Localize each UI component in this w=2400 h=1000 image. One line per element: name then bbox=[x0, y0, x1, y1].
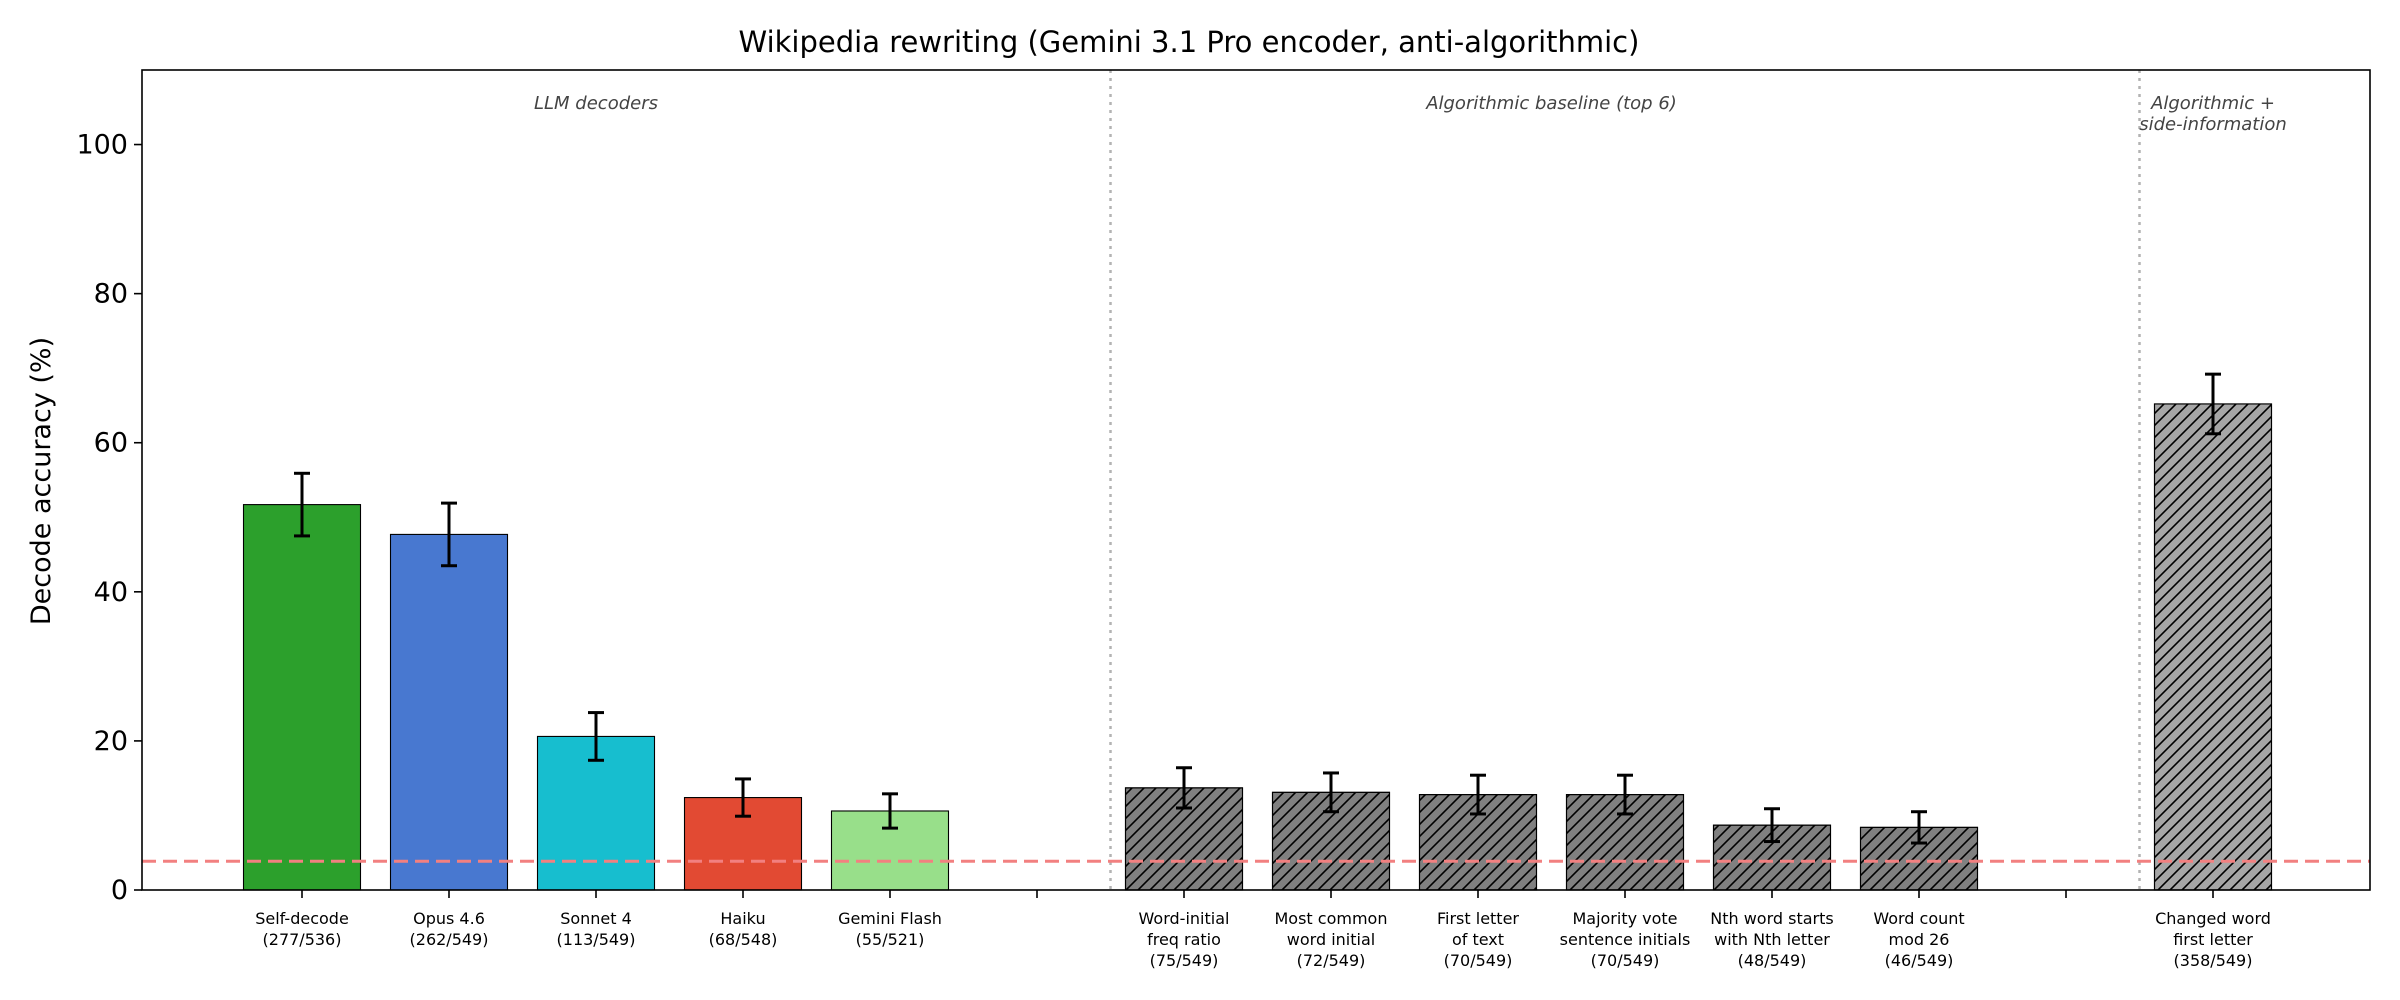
bar-2 bbox=[389, 533, 509, 891]
x-tick-label-8-line-1: First letter bbox=[1437, 909, 1519, 928]
group-label-2-line-1: Algorithmic baseline (top 6) bbox=[1425, 93, 1677, 114]
y-axis-label: Decode accuracy (%) bbox=[26, 337, 57, 625]
x-tick-label-2-line-1: Opus 4.6 bbox=[413, 909, 485, 928]
group-label-3-line-1: Algorithmic + bbox=[2150, 93, 2275, 114]
x-tick-label-10-line-1: Nth word starts bbox=[1710, 909, 1833, 928]
group-labels: LLM decoders Algorithmic baseline (top 6)… bbox=[534, 93, 2287, 135]
x-tick-label-9-line-2: sentence initials bbox=[1560, 930, 1691, 949]
y-tick-label: 20 bbox=[94, 726, 128, 757]
x-axis: Self-decode (277/536) Opus 4.6 (262/549) Son… bbox=[255, 890, 2271, 970]
x-tick-label-12-line-1: Changed word bbox=[2155, 909, 2271, 928]
y-tick-label: 0 bbox=[111, 875, 128, 906]
x-tick-label-7-line-1: Most common bbox=[1275, 909, 1388, 928]
x-tick-label-3-line-1: Sonnet 4 bbox=[560, 909, 632, 928]
x-tick-label-6-line-1: Word-initial bbox=[1139, 909, 1230, 928]
y-tick-label: 80 bbox=[94, 279, 128, 310]
x-tick-label-5-line-2: (55/521) bbox=[856, 930, 925, 949]
x-tick-label-7-line-3: (72/549) bbox=[1297, 951, 1366, 970]
group-label-1-line-1: LLM decoders bbox=[534, 93, 658, 114]
x-tick-label-11-line-1: Word count bbox=[1873, 909, 1964, 928]
x-tick-label-6-line-3: (75/549) bbox=[1150, 951, 1219, 970]
x-tick-label-12-line-2: first letter bbox=[2173, 930, 2253, 949]
x-tick-label-9-line-1: Majority vote bbox=[1572, 909, 1677, 928]
x-tick-label-4-line-2: (68/548) bbox=[709, 930, 778, 949]
x-tick-label-10-line-2: with Nth letter bbox=[1714, 930, 1830, 949]
bar-1 bbox=[242, 504, 362, 891]
x-tick-label-2-line-2: (262/549) bbox=[410, 930, 489, 949]
x-tick-label-1-line-1: Self-decode bbox=[255, 909, 349, 928]
x-tick-label-6-line-2: freq ratio bbox=[1147, 930, 1221, 949]
x-tick-label-9-line-3: (70/549) bbox=[1591, 951, 1660, 970]
group-label-3-line-2: side-information bbox=[2139, 114, 2287, 135]
x-tick-label-1-line-2: (277/536) bbox=[263, 930, 342, 949]
x-tick-label-5-line-1: Gemini Flash bbox=[838, 909, 942, 928]
x-tick-label-8-line-2: of text bbox=[1452, 930, 1504, 949]
x-tick-label-3-line-2: (113/549) bbox=[557, 930, 636, 949]
group-dividers bbox=[1109, 70, 2141, 890]
x-tick-label-11-line-2: mod 26 bbox=[1889, 930, 1950, 949]
x-tick-label-10-line-3: (48/549) bbox=[1738, 951, 1807, 970]
y-axis: 0 20 40 60 80 100 bbox=[76, 130, 142, 906]
plot-frame bbox=[141, 69, 2371, 891]
x-tick-label-8-line-3: (70/549) bbox=[1444, 951, 1513, 970]
error-bars bbox=[294, 372, 2221, 845]
chart-title: Wikipedia rewriting (Gemini 3.1 Pro enco… bbox=[739, 25, 1640, 59]
x-tick-label-4-line-1: Haiku bbox=[720, 909, 765, 928]
y-tick-label: 100 bbox=[76, 130, 128, 161]
y-tick-label: 60 bbox=[94, 428, 128, 459]
bar-hatch-12 bbox=[2153, 403, 2273, 891]
bars bbox=[242, 403, 2273, 891]
x-tick-label-11-line-3: (46/549) bbox=[1885, 951, 1954, 970]
y-tick-label: 40 bbox=[94, 577, 128, 608]
x-tick-label-12-line-3: (358/549) bbox=[2174, 951, 2253, 970]
x-tick-label-7-line-2: word initial bbox=[1287, 930, 1375, 949]
